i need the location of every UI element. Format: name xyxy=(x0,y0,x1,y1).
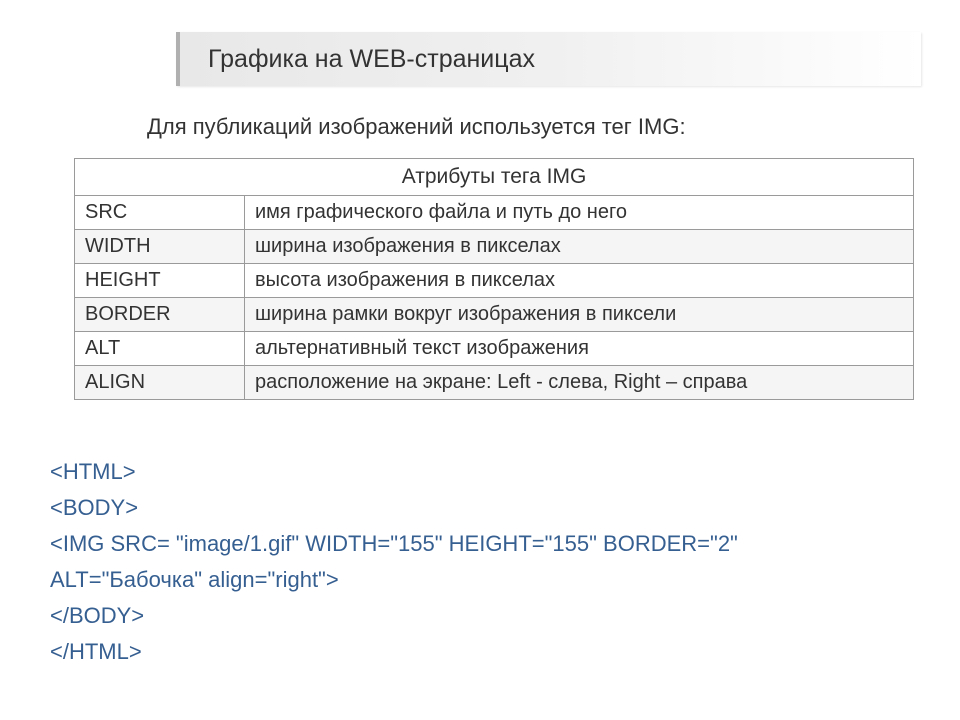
page-title: Графика на WEB-страницах xyxy=(208,45,535,74)
page-title-banner: Графика на WEB-страницах xyxy=(176,32,921,86)
attr-desc: альтернативный текст изображения xyxy=(245,332,914,366)
attr-desc: ширина изображения в пикселах xyxy=(245,230,914,264)
attr-desc: имя графического файла и путь до него xyxy=(245,196,914,230)
code-line: <HTML> xyxy=(50,455,738,489)
attr-name: WIDTH xyxy=(75,230,245,264)
table-row: SRC имя графического файла и путь до нег… xyxy=(75,196,914,230)
table-row: ALT альтернативный текст изображения xyxy=(75,332,914,366)
table-caption: Атрибуты тега IMG xyxy=(75,159,914,196)
attr-name: BORDER xyxy=(75,298,245,332)
img-attributes-table: Атрибуты тега IMG SRC имя графического ф… xyxy=(74,158,914,400)
code-line: ALT="Бабочка" align="right"> xyxy=(50,563,738,597)
subtitle-text: Для публикаций изображений используется … xyxy=(147,114,686,140)
table-row: HEIGHT высота изображения в пикселах xyxy=(75,264,914,298)
table-row: ALIGN расположение на экране: Left - сле… xyxy=(75,366,914,400)
table-row: BORDER ширина рамки вокруг изображения в… xyxy=(75,298,914,332)
code-line: </BODY> xyxy=(50,599,738,633)
code-line: <BODY> xyxy=(50,491,738,525)
attr-desc: расположение на экране: Left - слева, Ri… xyxy=(245,366,914,400)
code-line: </HTML> xyxy=(50,635,738,669)
attr-desc: высота изображения в пикселах xyxy=(245,264,914,298)
attr-name: ALT xyxy=(75,332,245,366)
table-row: WIDTH ширина изображения в пикселах xyxy=(75,230,914,264)
attr-name: ALIGN xyxy=(75,366,245,400)
attr-name: SRC xyxy=(75,196,245,230)
attr-name: HEIGHT xyxy=(75,264,245,298)
attr-desc: ширина рамки вокруг изображения в пиксел… xyxy=(245,298,914,332)
html-code-example: <HTML> <BODY> <IMG SRC= "image/1.gif" WI… xyxy=(50,455,738,672)
code-line: <IMG SRC= "image/1.gif" WIDTH="155" HEIG… xyxy=(50,527,738,561)
